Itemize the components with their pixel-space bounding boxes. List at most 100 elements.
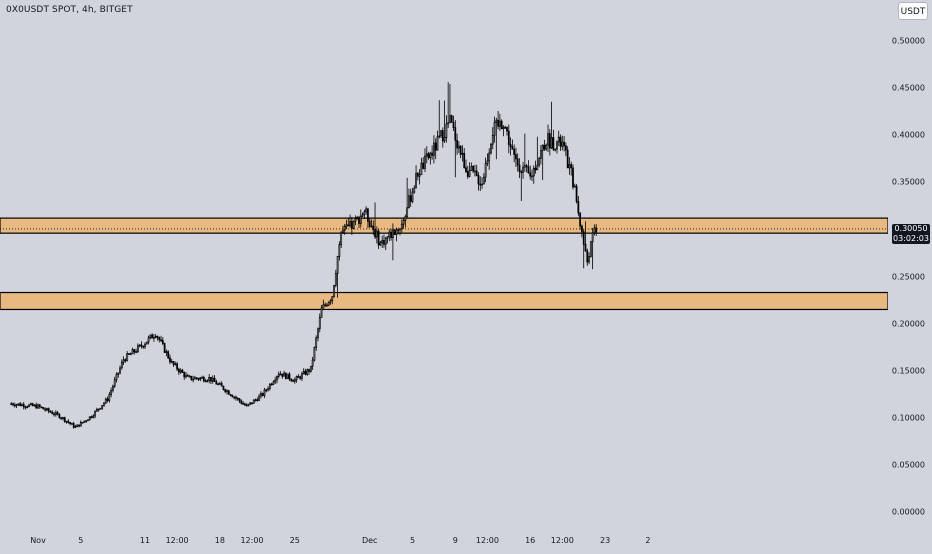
candle — [295, 375, 298, 383]
candle — [450, 114, 453, 123]
candle-body — [422, 162, 425, 169]
candle-body — [527, 166, 530, 174]
candle-body — [268, 383, 271, 390]
candle-body — [536, 164, 539, 171]
candle-body — [38, 404, 41, 408]
candle-body — [158, 337, 161, 341]
candle — [170, 358, 173, 363]
candle — [358, 215, 360, 229]
candle — [258, 393, 261, 401]
candle-body — [251, 402, 253, 405]
candle-body — [188, 375, 191, 378]
candle — [58, 413, 61, 419]
candle — [99, 407, 102, 410]
candle-body — [44, 408, 47, 411]
candle-body — [317, 328, 319, 339]
candle-body — [363, 211, 366, 216]
candle — [62, 416, 64, 421]
candle — [411, 187, 414, 204]
candle — [368, 218, 371, 228]
candle — [449, 84, 451, 124]
candle — [97, 408, 100, 412]
candle — [154, 333, 157, 339]
candle — [343, 223, 346, 235]
candle — [326, 303, 328, 307]
candle — [74, 424, 77, 429]
candle — [190, 375, 193, 381]
candle-body — [433, 142, 435, 156]
candle-body — [183, 372, 186, 378]
candle — [465, 159, 467, 173]
candle — [352, 220, 355, 230]
candle-body — [452, 122, 455, 129]
candle — [65, 420, 68, 424]
candle-body — [436, 136, 439, 151]
candle-body — [97, 408, 100, 411]
candle-body — [320, 307, 323, 318]
candle-body — [26, 406, 29, 409]
lower-zone[interactable] — [0, 291, 889, 311]
candle — [564, 142, 567, 157]
candle — [199, 377, 202, 382]
candle-body — [161, 340, 164, 344]
candle-body — [479, 183, 482, 186]
candle — [554, 148, 557, 152]
candle — [342, 225, 344, 234]
candle — [46, 407, 48, 412]
candle — [26, 405, 29, 409]
x-tick-label: 12:00 — [165, 536, 189, 545]
candle — [391, 223, 394, 261]
candle — [260, 391, 262, 399]
upper-zone[interactable] — [0, 217, 889, 234]
candle-body — [490, 143, 492, 154]
candle — [140, 341, 143, 349]
candle — [179, 368, 182, 374]
candle — [461, 145, 464, 162]
candle-body — [584, 243, 587, 252]
candle — [236, 397, 239, 401]
candle — [128, 352, 130, 355]
candle — [575, 184, 578, 204]
candle — [552, 129, 555, 152]
candlestick-chart[interactable] — [0, 0, 889, 550]
candle-body — [411, 191, 414, 202]
candle-body — [226, 390, 228, 393]
candle-body — [208, 376, 211, 381]
chart-plot-area[interactable] — [0, 0, 889, 550]
candle-body — [449, 115, 451, 124]
candle — [436, 130, 439, 151]
candle-body — [425, 153, 428, 157]
candle — [374, 202, 376, 239]
candle-body — [523, 165, 526, 168]
candle — [254, 398, 257, 402]
candle-body — [486, 160, 489, 165]
candle — [142, 345, 145, 349]
candle — [247, 403, 250, 407]
y-tick-label: 0.40000 — [891, 130, 925, 140]
x-tick-label: 12:00 — [550, 536, 574, 545]
candle-body — [149, 334, 152, 338]
candle — [470, 162, 473, 171]
currency-button[interactable]: USDT — [898, 2, 928, 20]
candle-body — [520, 171, 523, 174]
candle-body — [384, 237, 387, 245]
candle — [229, 393, 232, 397]
candle — [245, 403, 248, 407]
candle-body — [409, 195, 412, 202]
candle-body — [402, 220, 405, 225]
candle-body — [195, 377, 198, 379]
candle — [263, 387, 266, 399]
candle-body — [582, 231, 585, 245]
candle — [38, 403, 41, 409]
candle-body — [575, 185, 578, 202]
candle — [103, 401, 105, 407]
candle-body — [456, 140, 458, 149]
candle — [324, 302, 327, 307]
candle-body — [74, 426, 77, 429]
candle-body — [129, 353, 132, 356]
candle-body — [222, 385, 225, 390]
candle — [67, 419, 70, 424]
candle-body — [427, 153, 430, 159]
candle-body — [160, 339, 162, 342]
candle — [94, 410, 96, 419]
